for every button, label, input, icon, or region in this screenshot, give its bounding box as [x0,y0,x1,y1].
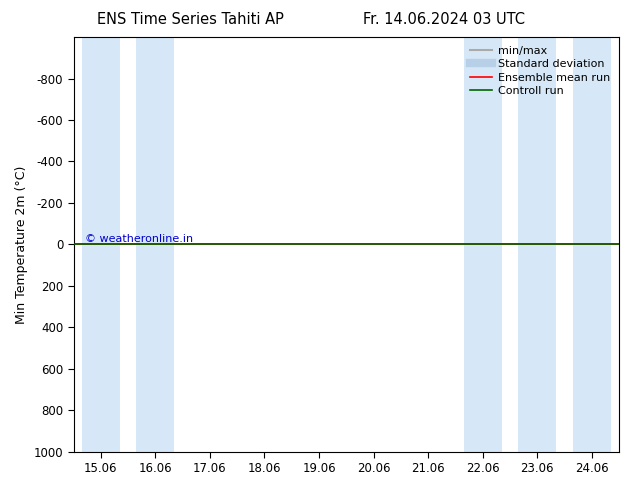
Bar [518,37,556,452]
Text: ENS Time Series Tahiti AP: ENS Time Series Tahiti AP [97,12,283,27]
Text: Fr. 14.06.2024 03 UTC: Fr. 14.06.2024 03 UTC [363,12,525,27]
Text: © weatheronline.in: © weatheronline.in [84,234,193,245]
Bar [463,37,501,452]
Bar [82,37,120,452]
Legend: min/max, Standard deviation, Ensemble mean run, Controll run: min/max, Standard deviation, Ensemble me… [467,43,614,99]
Y-axis label: Min Temperature 2m (°C): Min Temperature 2m (°C) [15,165,28,323]
Bar [573,37,611,452]
Bar [136,37,174,452]
